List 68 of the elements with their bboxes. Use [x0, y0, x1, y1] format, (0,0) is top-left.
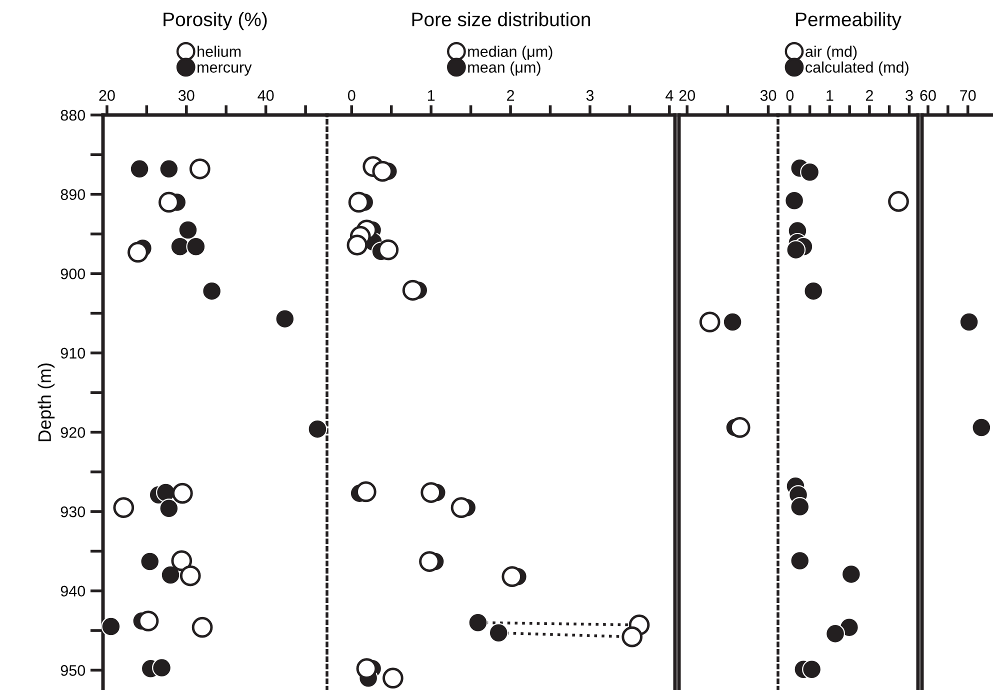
legend-label: median (μm) [468, 46, 552, 60]
point [189, 158, 210, 180]
point [159, 498, 179, 518]
point [186, 236, 206, 256]
point [130, 159, 150, 179]
point [488, 623, 508, 643]
y-tick-label: 890 [60, 189, 86, 200]
point [346, 234, 368, 256]
x-tick-label: 1 [826, 90, 834, 101]
chart-title: Porosity (%) [164, 12, 267, 30]
x-tick-label: 0 [786, 90, 794, 101]
x-tick-label: 3 [906, 90, 913, 101]
point [308, 419, 328, 439]
x-tick-label: 60 [920, 90, 936, 101]
point [275, 309, 295, 329]
point [382, 668, 404, 689]
point [171, 550, 192, 572]
x-tick-label: 30 [178, 90, 194, 101]
x-tick-label: 2 [507, 90, 514, 101]
point [888, 191, 909, 212]
x-tick-label: 20 [99, 90, 115, 101]
chart-title: Pore size distribution [412, 12, 590, 26]
point [180, 565, 201, 586]
x-tick-label: 1 [428, 90, 435, 101]
y-tick-label: 930 [60, 506, 86, 518]
point [202, 281, 222, 301]
chart-title: Permeability [796, 12, 902, 30]
point [786, 240, 806, 260]
x-tick-label: 3 [586, 90, 594, 101]
point [800, 162, 820, 182]
point [178, 220, 198, 240]
x-tick-label: 20 [679, 90, 696, 101]
point [826, 624, 846, 644]
point [622, 626, 643, 648]
point [841, 564, 861, 584]
point [804, 281, 824, 301]
point [152, 658, 172, 678]
legend-label: air (md) [806, 46, 857, 60]
point [128, 242, 148, 263]
point [160, 565, 180, 585]
legend-label: mercury [198, 64, 252, 76]
legend-label: helium [198, 46, 241, 57]
y-tick-label: 920 [60, 427, 86, 438]
x-tick-label: 0 [348, 90, 356, 101]
legend-label: mean (μm) [468, 61, 540, 76]
y-tick-label: 910 [60, 348, 86, 359]
point [468, 612, 488, 632]
point [790, 550, 810, 570]
point [172, 482, 193, 504]
y-tick-label: 880 [60, 110, 86, 121]
point [113, 497, 134, 518]
point [140, 552, 160, 572]
x-tick-label: 30 [760, 90, 776, 101]
point [802, 660, 822, 680]
y-tick-label: 940 [60, 586, 86, 597]
y-tick-label: 950 [60, 665, 86, 676]
point [790, 497, 810, 517]
y-axis-title: Depth (m) [38, 363, 55, 442]
y-tick-label: 900 [60, 268, 86, 280]
point [192, 616, 213, 638]
point [159, 159, 179, 179]
x-tick-label: 70 [960, 90, 976, 101]
x-tick-label: 4 [666, 90, 674, 101]
point [784, 190, 804, 210]
point [101, 616, 121, 636]
x-tick-label: 40 [258, 90, 274, 101]
x-tick-label: 2 [866, 90, 873, 101]
legend-label: calculated (md) [806, 61, 908, 76]
